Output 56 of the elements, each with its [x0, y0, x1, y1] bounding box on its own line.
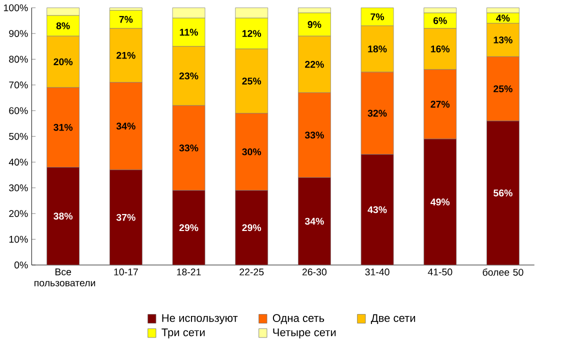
x-tick-label: 41-50	[428, 268, 452, 276]
legend-label: Три сети	[162, 328, 205, 339]
data-label: 43%	[368, 206, 387, 214]
y-tick-label: 20%	[9, 210, 28, 218]
data-label: 16%	[430, 46, 450, 52]
x-tick-label: 26-30	[302, 268, 327, 276]
data-label: 29%	[242, 224, 262, 232]
data-label: 25%	[494, 85, 512, 92]
y-tick-label: 70%	[9, 82, 28, 89]
data-label: 21%	[116, 52, 136, 59]
data-label: 38%	[54, 212, 73, 220]
x-tick-label: 31-40	[365, 268, 390, 276]
y-tick-label: 60%	[9, 107, 28, 114]
data-label: 23%	[179, 72, 198, 80]
data-label: 33%	[304, 132, 324, 139]
x-tick-label: 10-17	[114, 268, 138, 276]
y-tick-label: 10%	[9, 236, 28, 243]
data-label: 9%	[308, 21, 322, 28]
y-tick-label: 0%	[14, 262, 28, 269]
data-label: 32%	[368, 110, 387, 117]
data-label: 34%	[116, 122, 136, 130]
data-label: 34%	[304, 218, 324, 225]
legend-label: Не используют	[162, 314, 238, 324]
data-label: 22%	[305, 61, 324, 68]
data-label: 7%	[119, 16, 133, 23]
data-label: 49%	[430, 198, 450, 206]
y-tick-label: 100%	[4, 4, 28, 12]
data-label: 33%	[179, 144, 198, 152]
y-tick-label: 50%	[9, 133, 28, 140]
data-label: 37%	[116, 214, 136, 221]
legend-label: Четыре сети	[273, 328, 336, 339]
data-label: 27%	[430, 100, 450, 108]
data-label: 4%	[496, 14, 510, 22]
x-tick-label: 22-25	[240, 268, 264, 276]
data-label: 25%	[242, 78, 262, 85]
data-label: 20%	[54, 58, 73, 66]
y-tick-label: 40%	[8, 158, 28, 166]
x-tick-label: Все пользователи	[34, 268, 96, 286]
data-label: 13%	[494, 36, 512, 44]
data-label: 7%	[370, 13, 384, 20]
data-label: 56%	[494, 190, 512, 197]
data-label: 6%	[433, 17, 447, 24]
data-label: 30%	[242, 148, 262, 156]
data-label: 8%	[56, 22, 70, 30]
y-tick-label: 80%	[9, 56, 28, 63]
x-tick-label: более 50	[482, 268, 524, 276]
y-tick-label: 90%	[9, 30, 28, 38]
y-tick-label: 30%	[9, 184, 28, 192]
data-label: 29%	[179, 224, 198, 232]
x-tick-label: 18-21	[177, 268, 201, 276]
data-label: 31%	[54, 124, 73, 131]
legend-label: Одна сеть	[272, 314, 324, 324]
data-label: 18%	[368, 46, 387, 52]
data-label: 12%	[242, 30, 262, 38]
data-label: 11%	[180, 28, 198, 36]
legend-label: Две сети	[370, 314, 416, 324]
